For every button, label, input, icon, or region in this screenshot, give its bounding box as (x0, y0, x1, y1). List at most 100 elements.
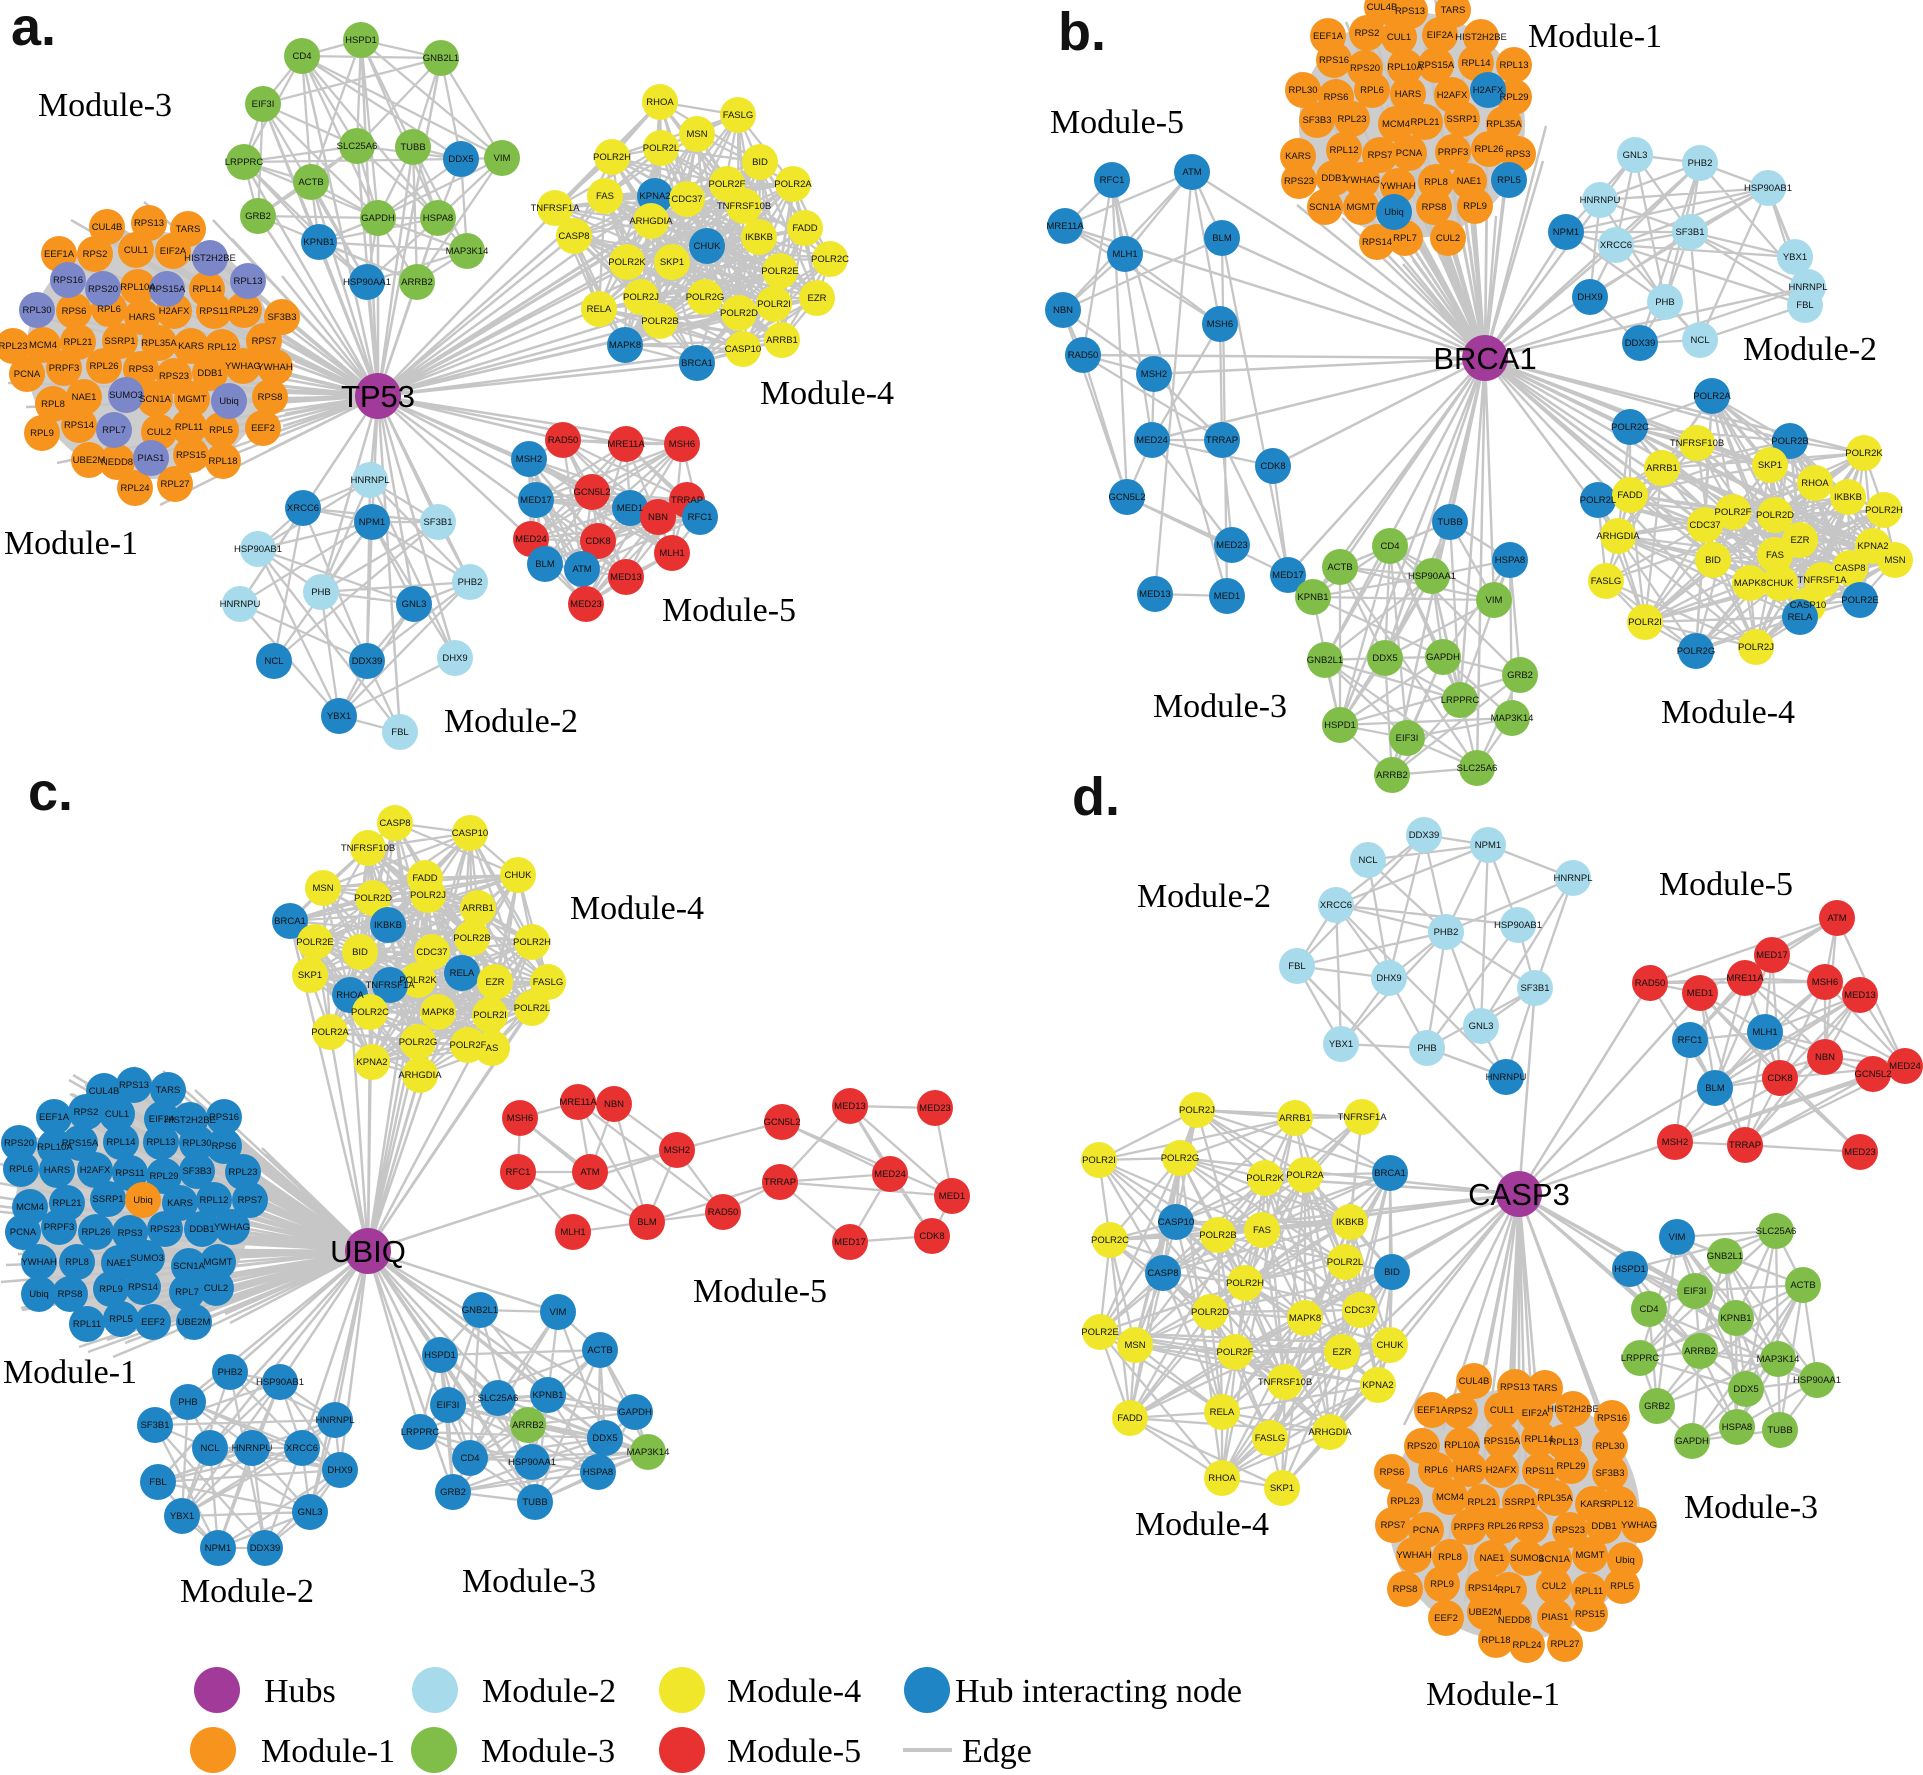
svg-text:PCNA: PCNA (14, 369, 41, 380)
svg-text:MED24: MED24 (1889, 1061, 1921, 1072)
svg-text:POLR2I: POLR2I (473, 1010, 507, 1021)
svg-text:RPL21: RPL21 (1467, 1497, 1496, 1508)
svg-text:MCM4: MCM4 (1436, 1492, 1464, 1503)
svg-text:UBE2M: UBE2M (178, 1317, 211, 1328)
svg-text:FADD: FADD (1117, 1413, 1142, 1424)
svg-text:ACTB: ACTB (587, 1345, 612, 1356)
svg-text:RPL30: RPL30 (1595, 1441, 1624, 1452)
svg-text:MED13: MED13 (1844, 990, 1876, 1001)
svg-text:Ubiq: Ubiq (1615, 1555, 1635, 1566)
svg-text:IKBKB: IKBKB (374, 920, 402, 931)
svg-text:NPM1: NPM1 (1475, 840, 1501, 851)
svg-text:TNFRSF10B: TNFRSF10B (341, 843, 395, 854)
svg-text:Module-1: Module-1 (1426, 1676, 1560, 1713)
svg-text:POLR2B: POLR2B (453, 933, 491, 944)
svg-text:Module-1: Module-1 (4, 525, 138, 562)
svg-text:RPS3: RPS3 (1519, 1521, 1544, 1532)
svg-text:ARHGDIA: ARHGDIA (629, 216, 673, 227)
svg-text:CDC37: CDC37 (416, 947, 447, 958)
svg-text:KPNB1: KPNB1 (1297, 592, 1328, 603)
svg-text:Ubiq: Ubiq (29, 1289, 49, 1300)
svg-text:TNFRSF1A: TNFRSF1A (530, 203, 580, 214)
svg-text:ARRB1: ARRB1 (766, 335, 798, 346)
svg-text:POLR2I: POLR2I (1628, 617, 1662, 628)
svg-text:NCL: NCL (264, 656, 283, 667)
svg-text:NAE1: NAE1 (1480, 1553, 1505, 1564)
svg-text:RPS8: RPS8 (1393, 1584, 1418, 1595)
svg-text:PHB2: PHB2 (218, 1367, 243, 1378)
svg-text:RPS16: RPS16 (209, 1112, 239, 1123)
svg-text:MAP3K14: MAP3K14 (446, 246, 489, 257)
svg-text:NPM1: NPM1 (359, 517, 385, 528)
svg-text:EIF2A: EIF2A (1427, 30, 1454, 41)
svg-text:MSH2: MSH2 (1141, 369, 1167, 380)
svg-text:TP53: TP53 (341, 379, 415, 414)
svg-text:SF3B3: SF3B3 (267, 312, 296, 323)
svg-text:SLC25A6: SLC25A6 (478, 1393, 519, 1404)
svg-text:POLR2E: POLR2E (1841, 595, 1879, 606)
svg-text:MAP3K14: MAP3K14 (1491, 713, 1534, 724)
svg-text:Module-4: Module-4 (1661, 694, 1795, 731)
svg-text:POLR2L: POLR2L (514, 1003, 550, 1014)
svg-text:CASP8: CASP8 (1147, 1268, 1178, 1279)
svg-text:PCNA: PCNA (1396, 148, 1423, 159)
svg-text:RPS2: RPS2 (1355, 28, 1380, 39)
svg-text:HSPA8: HSPA8 (1495, 555, 1525, 566)
svg-text:YBX1: YBX1 (327, 711, 351, 722)
svg-text:RPL9: RPL9 (99, 1284, 123, 1295)
svg-text:DDX5: DDX5 (448, 154, 473, 165)
svg-text:CHUK: CHUK (505, 870, 533, 881)
svg-text:CDC37: CDC37 (1344, 1305, 1375, 1316)
svg-text:SSRP1: SSRP1 (1504, 1497, 1535, 1508)
svg-text:RPS2: RPS2 (74, 1107, 99, 1118)
svg-text:Module-3: Module-3 (38, 87, 172, 124)
svg-text:POLR2K: POLR2K (399, 975, 437, 986)
svg-text:HSPA8: HSPA8 (423, 213, 453, 224)
svg-text:MED24: MED24 (515, 534, 547, 545)
svg-text:POLR2C: POLR2C (351, 1007, 389, 1018)
svg-text:VIM: VIM (1669, 1232, 1686, 1243)
svg-text:EEF1A: EEF1A (1417, 1405, 1448, 1416)
svg-text:YBX1: YBX1 (170, 1511, 194, 1522)
svg-text:GRB2: GRB2 (1644, 1401, 1670, 1412)
svg-text:d.: d. (1072, 767, 1120, 827)
svg-text:ATM: ATM (572, 564, 591, 575)
svg-text:RPS2: RPS2 (1448, 1406, 1473, 1417)
svg-text:RPL9: RPL9 (30, 428, 54, 439)
svg-text:HARS: HARS (1395, 89, 1421, 100)
svg-text:Module-5: Module-5 (1659, 866, 1793, 903)
svg-text:HSPA8: HSPA8 (583, 1467, 613, 1478)
svg-text:ARRB1: ARRB1 (462, 903, 494, 914)
svg-text:NAE1: NAE1 (1457, 176, 1482, 187)
svg-text:Module-2: Module-2 (1743, 331, 1877, 368)
svg-text:Ubiq: Ubiq (1384, 207, 1404, 218)
svg-text:IKBKB: IKBKB (745, 232, 773, 243)
svg-text:TUBB: TUBB (522, 1497, 547, 1508)
svg-text:POLR2A: POLR2A (774, 179, 812, 190)
svg-text:HSP90AA1: HSP90AA1 (508, 1457, 556, 1468)
svg-text:MLH1: MLH1 (1752, 1027, 1777, 1038)
svg-text:RPL10A: RPL10A (1387, 62, 1423, 73)
svg-text:GNB2L1: GNB2L1 (423, 53, 459, 64)
svg-text:POLR2I: POLR2I (757, 299, 791, 310)
svg-text:DDX39: DDX39 (1625, 338, 1656, 349)
svg-text:BRCA1: BRCA1 (1374, 1168, 1406, 1179)
svg-text:EEF2: EEF2 (251, 423, 275, 434)
svg-text:MED1: MED1 (939, 1191, 965, 1202)
svg-text:NBN: NBN (1053, 305, 1073, 316)
svg-text:RPL29: RPL29 (1556, 1461, 1585, 1472)
svg-text:LRPPRC: LRPPRC (225, 157, 264, 168)
svg-text:MGMT: MGMT (1346, 202, 1375, 213)
svg-text:RPL8: RPL8 (1438, 1552, 1462, 1563)
svg-text:POLR2D: POLR2D (1756, 510, 1794, 521)
svg-text:HNRNPU: HNRNPU (232, 1443, 273, 1454)
svg-text:POLR2F: POLR2F (1715, 507, 1752, 518)
svg-text:YWHAG: YWHAG (225, 361, 261, 372)
svg-text:RPS23: RPS23 (1284, 176, 1314, 187)
svg-text:RPL7: RPL7 (175, 1287, 199, 1298)
svg-text:MED1: MED1 (617, 503, 643, 514)
svg-text:RPS6: RPS6 (62, 306, 87, 317)
svg-text:MAPK8: MAPK8 (609, 340, 641, 351)
svg-text:Module-5: Module-5 (1050, 104, 1184, 141)
svg-text:TRRAP: TRRAP (1206, 435, 1238, 446)
